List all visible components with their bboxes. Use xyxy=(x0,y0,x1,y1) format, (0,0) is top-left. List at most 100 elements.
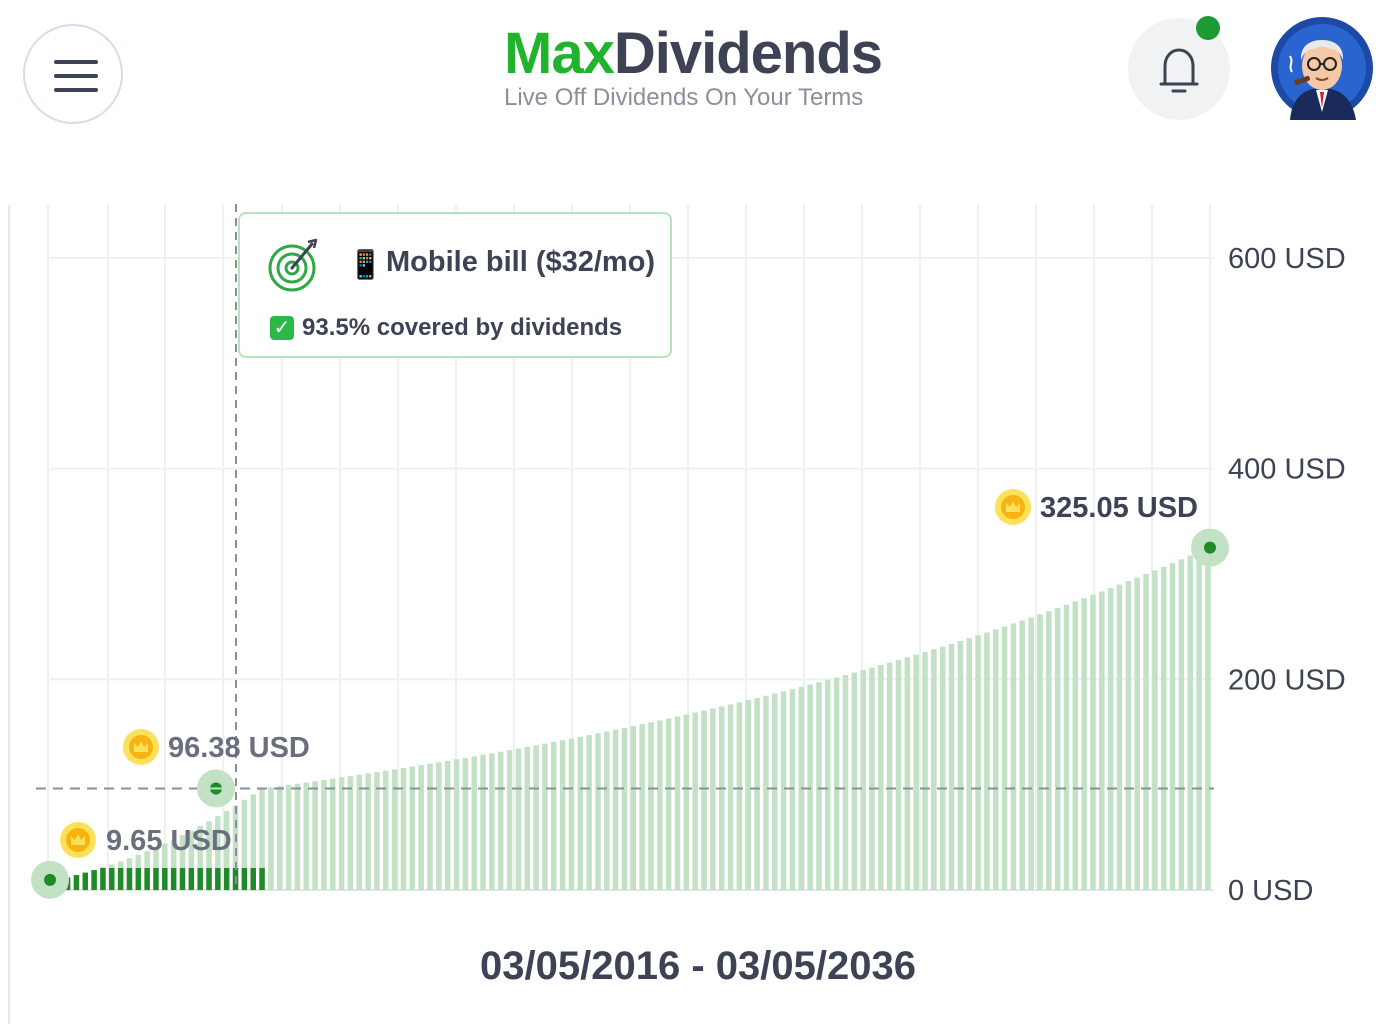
bar-future xyxy=(931,649,937,890)
bar-future xyxy=(383,770,389,890)
coin-icon xyxy=(60,822,96,858)
bar-future xyxy=(391,769,398,890)
bar-future xyxy=(1134,577,1140,890)
bar-future xyxy=(780,691,787,890)
bar-future xyxy=(648,722,654,890)
hamburger-menu-icon-line xyxy=(54,88,98,92)
check-mark-button-emoji: ✓ xyxy=(270,316,294,340)
bar-future xyxy=(922,652,928,890)
bar-past-stub xyxy=(179,868,186,890)
bar-future xyxy=(975,635,981,890)
bar-past-stub xyxy=(126,868,133,890)
bar-future xyxy=(807,684,813,890)
bar-future xyxy=(1178,559,1185,890)
bar-future xyxy=(338,777,345,890)
bar-past-stub xyxy=(197,868,203,890)
bar-future xyxy=(1081,598,1087,890)
bar-past xyxy=(223,811,230,890)
bar-past-stub xyxy=(250,868,256,890)
chart-overlay: 9.65 USD 96.38 USD 325.05 USD xyxy=(31,204,1229,899)
bar-future xyxy=(1099,591,1105,890)
bar-future xyxy=(542,743,548,890)
bar-future xyxy=(833,677,840,890)
bar-future xyxy=(604,731,610,890)
app-logo[interactable]: MaxDividends Live Off Dividends On Your … xyxy=(504,22,904,112)
bar-future xyxy=(1187,555,1193,890)
bar-past-stub xyxy=(135,868,142,890)
bar-future xyxy=(1090,594,1096,890)
bar-future xyxy=(400,768,407,890)
bar-future xyxy=(444,760,451,890)
y-tick-label: 200 USD xyxy=(1228,664,1346,696)
bell-icon xyxy=(1159,48,1199,93)
bar-future xyxy=(268,787,274,890)
app-header: MaxDividends Live Off Dividends On Your … xyxy=(0,0,1384,150)
bar-future xyxy=(453,759,460,890)
notification-dot xyxy=(1196,16,1220,40)
bar-future xyxy=(374,772,380,890)
bar-past xyxy=(188,830,195,890)
bar-future xyxy=(860,670,866,890)
bar-past-stub xyxy=(73,875,80,890)
bar-past-stub xyxy=(215,868,221,890)
dividend-growth-chart[interactable]: 600 USD 400 USD 200 USD 0 USD 9.65 USD 96.38… xyxy=(10,204,1384,1002)
bar-future xyxy=(612,729,619,890)
goal-tooltip: 📱 Mobile bill ($32/mo) ✓ 93.5% covered b… xyxy=(238,212,672,358)
mobile-phone-emoji: 📱 xyxy=(348,249,383,280)
user-avatar[interactable] xyxy=(1270,16,1374,120)
bar-future xyxy=(497,751,504,890)
bar-past xyxy=(259,788,265,890)
bar-past xyxy=(179,835,186,890)
bar-future xyxy=(948,643,955,890)
bar-future xyxy=(595,733,601,890)
bar-future xyxy=(1116,584,1123,890)
goal-title: Mobile bill ($32/mo) xyxy=(386,246,656,278)
hamburger-menu-icon xyxy=(54,60,98,64)
bar-future xyxy=(462,757,469,890)
bar-future xyxy=(966,638,972,890)
menu-button[interactable] xyxy=(23,24,123,124)
bar-future xyxy=(1152,570,1158,890)
bar-future xyxy=(851,672,858,890)
hamburger-menu-icon-line xyxy=(54,74,98,78)
bar-future xyxy=(559,740,566,890)
bar-past-stub xyxy=(100,868,106,890)
bar-future xyxy=(330,778,336,890)
bar-future xyxy=(993,629,999,890)
bar-future xyxy=(1019,620,1026,890)
bar-future xyxy=(701,710,707,890)
bar-past-stub xyxy=(153,868,159,890)
bar-past xyxy=(232,805,239,890)
bar-future xyxy=(665,718,672,890)
bar-past-stub xyxy=(144,868,150,890)
bar-future xyxy=(718,706,725,890)
bar-future xyxy=(515,748,522,890)
brand-name: MaxDividends xyxy=(504,22,904,86)
bar-future xyxy=(913,654,919,890)
bar-future xyxy=(1107,588,1114,890)
bar-future xyxy=(506,750,513,890)
y-axis-ticks: 600 USD 400 USD 200 USD 0 USD xyxy=(1228,243,1346,907)
bar-future xyxy=(1001,626,1008,890)
coin-crown xyxy=(1006,501,1020,512)
bar-future xyxy=(347,776,354,890)
date-range[interactable]: 03/05/2016 - 03/05/2036 xyxy=(480,944,916,988)
bar-future xyxy=(895,659,902,890)
bar-future xyxy=(1125,581,1132,890)
bar-future xyxy=(489,753,495,890)
bar-future xyxy=(1037,614,1043,890)
bar-past xyxy=(215,816,221,890)
bar-future xyxy=(586,735,592,890)
bar-future xyxy=(736,702,743,890)
coin-icon xyxy=(995,489,1031,525)
bar-future xyxy=(365,773,371,890)
y-tick-label: 400 USD xyxy=(1228,454,1346,486)
bar-past-stub xyxy=(91,870,97,890)
bar-past-stub xyxy=(259,868,265,890)
brand-name-part1: Max xyxy=(504,21,615,86)
bar-future xyxy=(886,662,893,890)
bar-past-stub xyxy=(223,868,230,890)
bar-future xyxy=(763,695,769,890)
bar-future xyxy=(356,774,363,890)
bar-future xyxy=(285,784,292,890)
